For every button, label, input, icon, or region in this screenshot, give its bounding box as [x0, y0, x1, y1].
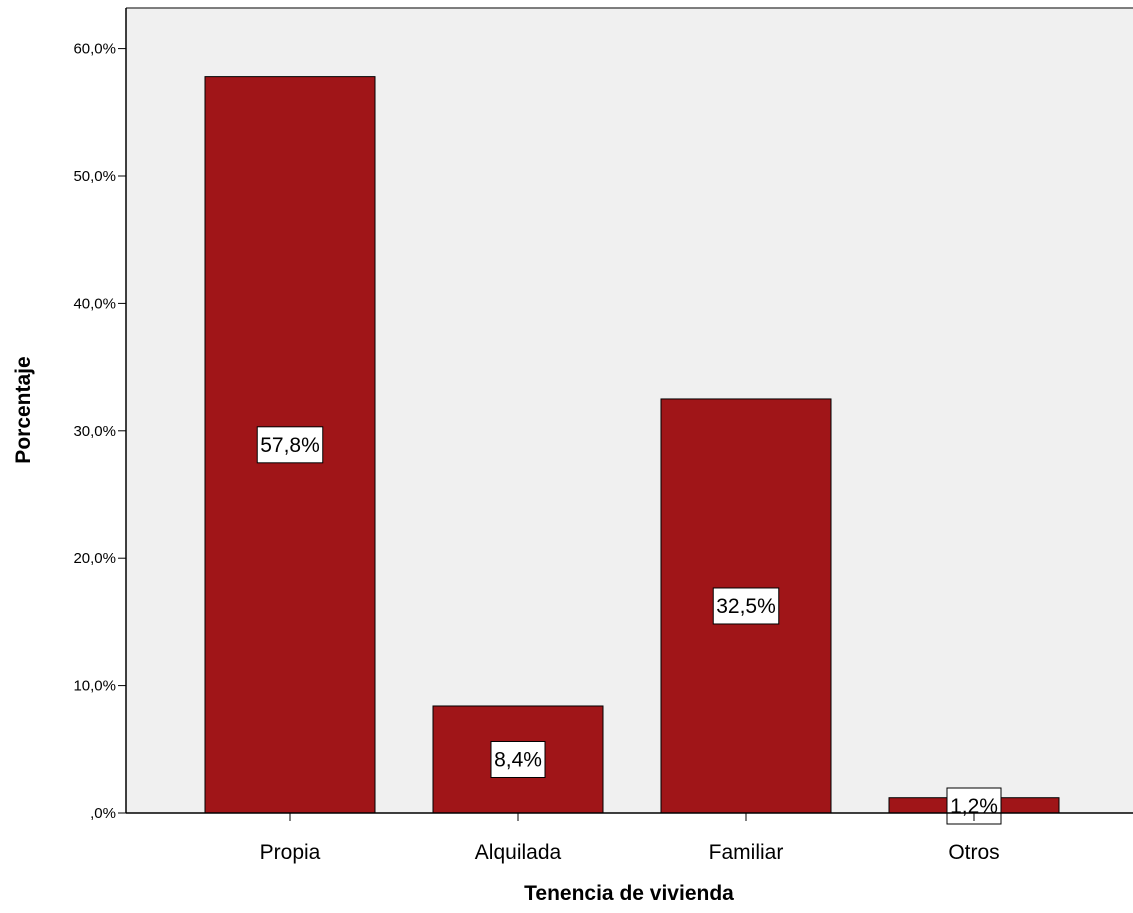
y-tick-label: 40,0% [73, 295, 116, 312]
y-tick-label: ,0% [90, 805, 116, 822]
x-tick-label: Alquilada [475, 841, 562, 864]
y-tick-label: 60,0% [73, 41, 116, 58]
data-labels-group: 57,8%8,4%32,5%1,2% [256, 426, 1002, 825]
x-ticks-group: Propia Alquilada Familiar Otros [260, 813, 1000, 864]
y-tick-label: 50,0% [73, 168, 116, 185]
x-tick-label: Otros [948, 841, 999, 864]
y-tick-label: 30,0% [73, 423, 116, 440]
x-tick-label: Familiar [709, 841, 784, 864]
data-label: 32,5% [716, 595, 776, 618]
y-axis-title: Porcentaje [12, 356, 35, 463]
data-label-box [256, 426, 324, 464]
x-axis-title: Tenencia de vivienda [524, 882, 734, 905]
x-tick-label: Propia [260, 841, 321, 864]
data-label-box [712, 587, 780, 625]
y-ticks-group: ,0% 10,0% 20,0% 30,0% 40,0% 50,0% 60,0% [73, 41, 126, 822]
y-tick-label: 20,0% [73, 550, 116, 567]
data-label: 57,8% [260, 434, 320, 457]
data-label: 8,4% [494, 748, 542, 771]
y-tick-label: 10,0% [73, 678, 116, 695]
data-label-box [490, 740, 546, 778]
